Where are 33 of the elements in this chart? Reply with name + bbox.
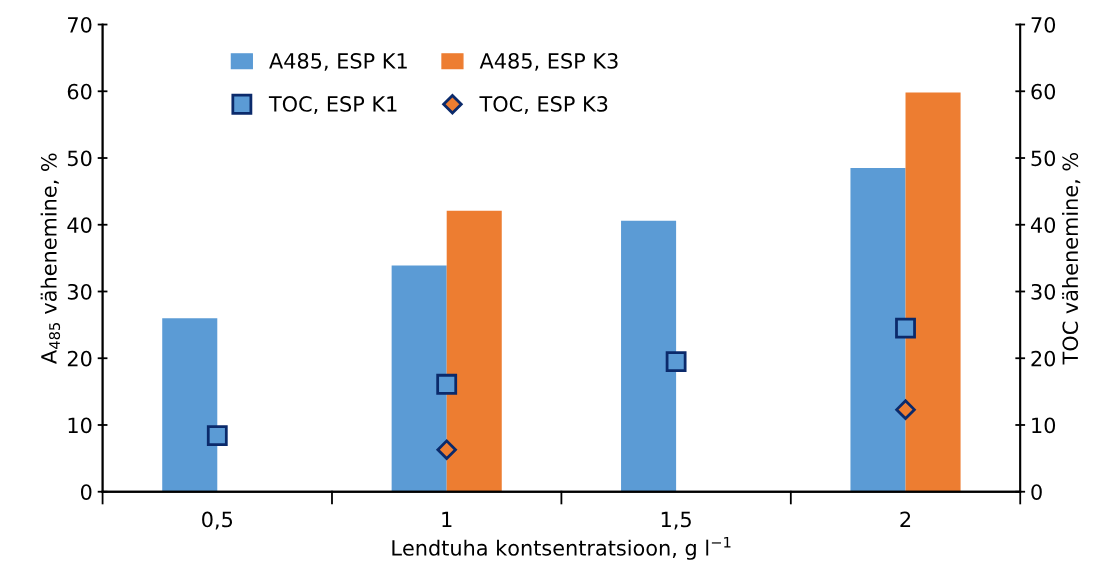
y-tick-label: 40 bbox=[67, 217, 92, 233]
point bbox=[436, 373, 458, 395]
y2-tick-label: 10 bbox=[1032, 417, 1056, 434]
point bbox=[206, 425, 228, 447]
legend-label: A485, ESP K1 bbox=[269, 52, 407, 71]
y2-tick-label: 0 bbox=[1031, 484, 1042, 500]
y-tick-label: 0 bbox=[80, 484, 92, 500]
point bbox=[665, 351, 687, 372]
legend-label: TOC, ESP K1 bbox=[268, 96, 397, 114]
point bbox=[895, 399, 916, 420]
y2-axis-title: TOC vähenemine, % bbox=[1062, 152, 1081, 365]
y-tick-label: 70 bbox=[68, 16, 92, 33]
y-tick-label: 30 bbox=[67, 283, 92, 300]
point bbox=[895, 317, 916, 339]
legend-label: A485, ESP K3 bbox=[479, 52, 618, 71]
y2-tick-label: 50 bbox=[1031, 150, 1056, 167]
y-axis-title: A$_{485}$ vähenemine, % bbox=[40, 153, 61, 364]
x-tick-label: 0,5 bbox=[202, 511, 233, 530]
point bbox=[436, 439, 457, 460]
y-tick-label: 10 bbox=[68, 417, 92, 434]
y2-tick-label: 40 bbox=[1030, 217, 1056, 233]
x-tick-label: 1 bbox=[442, 511, 452, 527]
y2-tick-label: 70 bbox=[1031, 16, 1056, 33]
y2-tick-label: 20 bbox=[1031, 350, 1056, 367]
x-axis-title: Lendtuha kontsentratsioon, g l$^{−1}$ bbox=[392, 536, 731, 560]
x-tick-label: 1,5 bbox=[661, 511, 691, 530]
y-tick-label: 60 bbox=[67, 83, 92, 100]
x-tick-label: 2 bbox=[900, 511, 911, 527]
y-tick-label: 20 bbox=[67, 350, 92, 367]
legend-label: TOC, ESP K3 bbox=[479, 96, 608, 114]
y2-tick-label: 60 bbox=[1031, 83, 1056, 100]
y2-tick-label: 30 bbox=[1031, 283, 1056, 300]
y-tick-label: 50 bbox=[67, 150, 92, 167]
